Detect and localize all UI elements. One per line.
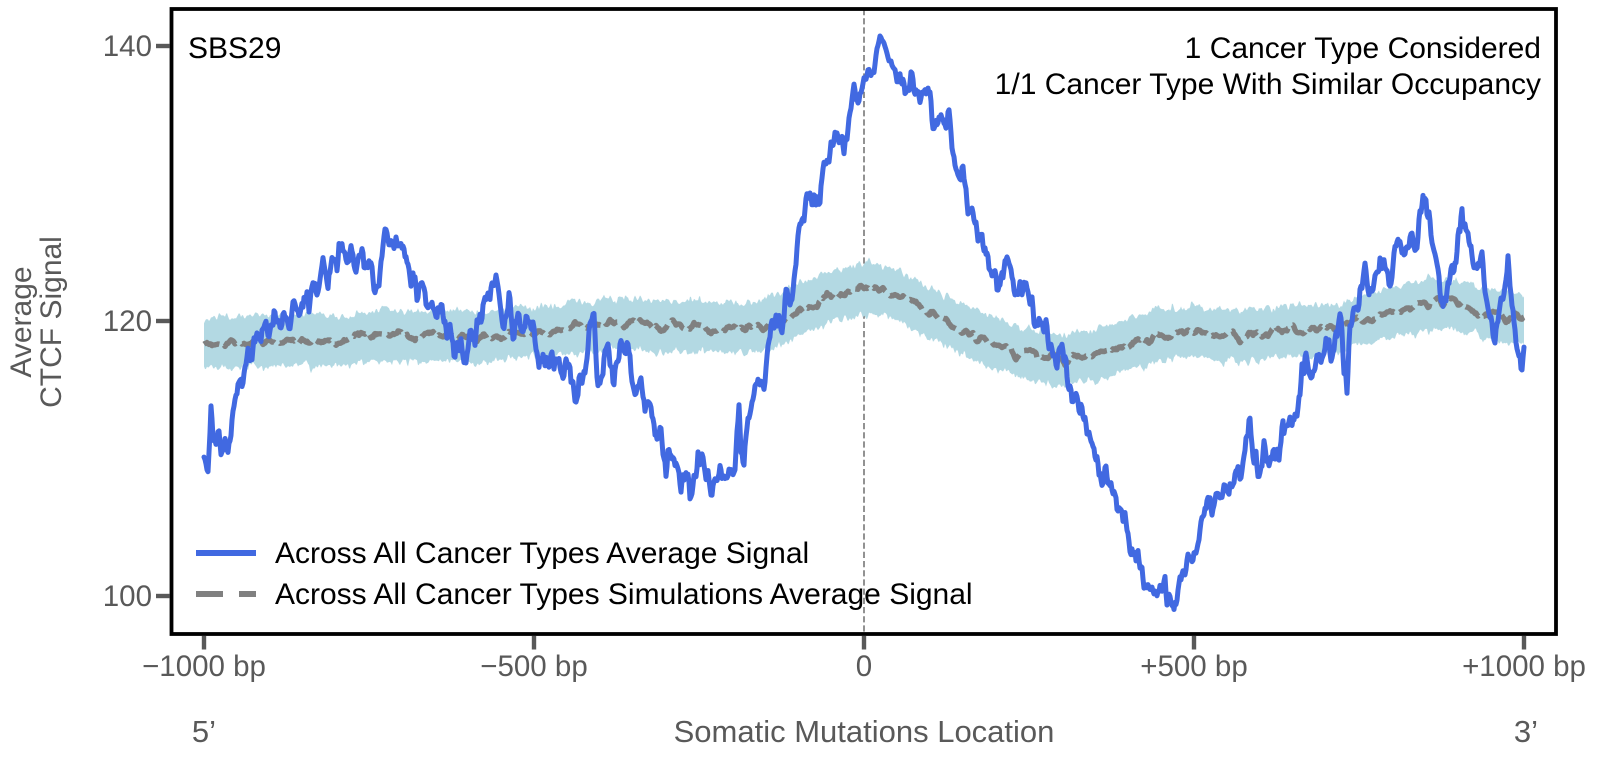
svg-text:5’: 5’ [192, 714, 216, 749]
svg-text:1 Cancer Type Considered: 1 Cancer Type Considered [1185, 32, 1541, 65]
svg-text:−500 bp: −500 bp [480, 650, 587, 683]
svg-text:Across All Cancer Types Averag: Across All Cancer Types Average Signal [275, 537, 809, 570]
svg-text:+1000 bp: +1000 bp [1462, 650, 1586, 683]
svg-text:Somatic Mutations Location: Somatic Mutations Location [674, 714, 1055, 749]
svg-text:Average: Average [5, 266, 38, 377]
svg-text:−1000 bp: −1000 bp [142, 650, 266, 683]
svg-text:3’: 3’ [1514, 714, 1538, 749]
svg-text:1/1 Cancer Type With Similar O: 1/1 Cancer Type With Similar Occupancy [995, 68, 1541, 101]
svg-text:SBS29: SBS29 [188, 32, 281, 65]
svg-text:120: 120 [103, 305, 152, 338]
svg-text:Across All Cancer Types Simula: Across All Cancer Types Simulations Aver… [275, 578, 973, 611]
svg-text:100: 100 [103, 580, 152, 613]
svg-text:140: 140 [103, 30, 152, 63]
svg-text:CTCF Signal: CTCF Signal [35, 236, 68, 408]
svg-text:0: 0 [856, 650, 872, 683]
svg-text:+500 bp: +500 bp [1140, 650, 1247, 683]
